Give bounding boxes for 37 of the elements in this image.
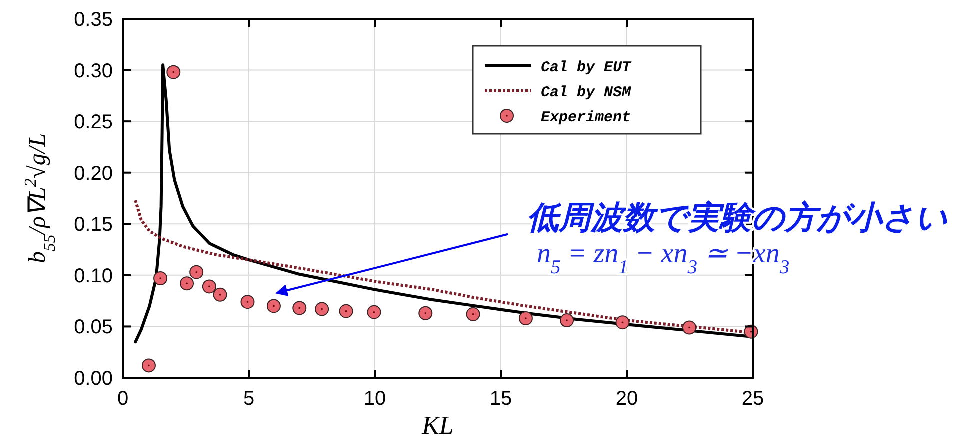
x-tick-label: 0 xyxy=(117,388,129,410)
point xyxy=(142,358,156,373)
point xyxy=(518,312,533,326)
point xyxy=(190,265,204,280)
y-tick-label: 0.00 xyxy=(74,368,113,390)
point xyxy=(560,314,574,328)
point xyxy=(418,306,433,320)
y-tick-label: 0.30 xyxy=(74,60,113,82)
point xyxy=(240,295,255,310)
x-axis-title: KL xyxy=(421,411,454,440)
point xyxy=(292,301,307,316)
x-tick-label: 10 xyxy=(364,388,386,410)
point xyxy=(339,304,354,318)
point xyxy=(154,272,168,286)
y-tick-label: 0.15 xyxy=(74,214,113,236)
x-tick-label: 20 xyxy=(616,388,638,410)
y-tick-label: 0.25 xyxy=(74,112,113,134)
point xyxy=(202,280,216,294)
point xyxy=(367,305,382,320)
point xyxy=(682,320,696,335)
x-tick-label: 5 xyxy=(243,388,255,410)
legend-label: Experiment xyxy=(541,109,632,126)
x-tick-label: 15 xyxy=(490,388,512,410)
point xyxy=(616,316,630,330)
point xyxy=(466,307,480,322)
legend-label: Cal by NSM xyxy=(541,84,632,102)
legend-label: Cal by EUT xyxy=(541,59,632,76)
y-tick-label: 0.10 xyxy=(74,265,113,288)
y-tick-label: 0.20 xyxy=(74,162,113,185)
point xyxy=(315,302,330,316)
y-tick-label: 0.35 xyxy=(74,9,113,31)
point xyxy=(213,288,228,302)
point xyxy=(266,299,281,314)
x-tick-label: 25 xyxy=(742,388,764,410)
point xyxy=(180,276,194,291)
y-tick-label: 0.05 xyxy=(74,316,113,339)
point xyxy=(166,65,181,80)
